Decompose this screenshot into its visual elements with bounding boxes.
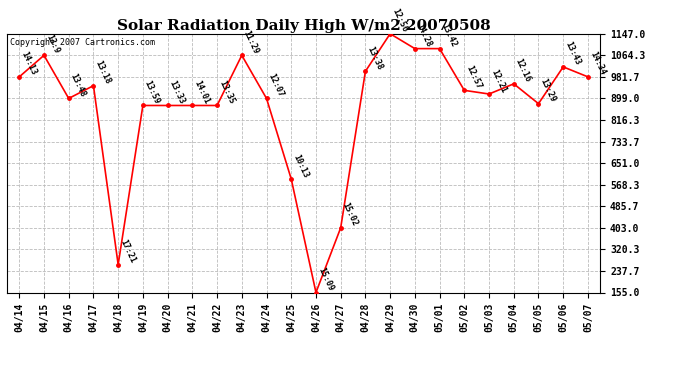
Title: Solar Radiation Daily High W/m2 20070508: Solar Radiation Daily High W/m2 20070508: [117, 19, 491, 33]
Text: 13:38: 13:38: [366, 45, 384, 71]
Text: 13:59: 13:59: [143, 79, 161, 105]
Text: 17:21: 17:21: [118, 238, 137, 265]
Text: 13:35: 13:35: [217, 79, 236, 105]
Text: 12:57: 12:57: [464, 64, 483, 90]
Text: 13:9: 13:9: [44, 33, 61, 56]
Text: 13:42: 13:42: [440, 22, 458, 49]
Text: 13:33: 13:33: [168, 79, 186, 105]
Text: 13:18: 13:18: [93, 59, 112, 86]
Text: 15:09: 15:09: [316, 266, 335, 292]
Text: 12:07: 12:07: [266, 72, 285, 99]
Text: 13:48: 13:48: [69, 72, 88, 99]
Text: 15:02: 15:02: [341, 201, 359, 228]
Text: 14:34: 14:34: [588, 50, 607, 77]
Text: 11:29: 11:29: [241, 29, 261, 56]
Text: 10:13: 10:13: [291, 153, 310, 179]
Text: 13:29: 13:29: [538, 77, 558, 104]
Text: 12:21: 12:21: [489, 68, 508, 94]
Text: 13:43: 13:43: [563, 40, 582, 67]
Text: 12:56: 12:56: [390, 7, 409, 34]
Text: 12:16: 12:16: [514, 57, 533, 84]
Text: 14:28: 14:28: [415, 22, 433, 49]
Text: Copyright 2007 Cartronics.com: Copyright 2007 Cartronics.com: [10, 38, 155, 46]
Text: 14:01: 14:01: [193, 79, 211, 105]
Text: 14:13: 14:13: [19, 50, 38, 77]
